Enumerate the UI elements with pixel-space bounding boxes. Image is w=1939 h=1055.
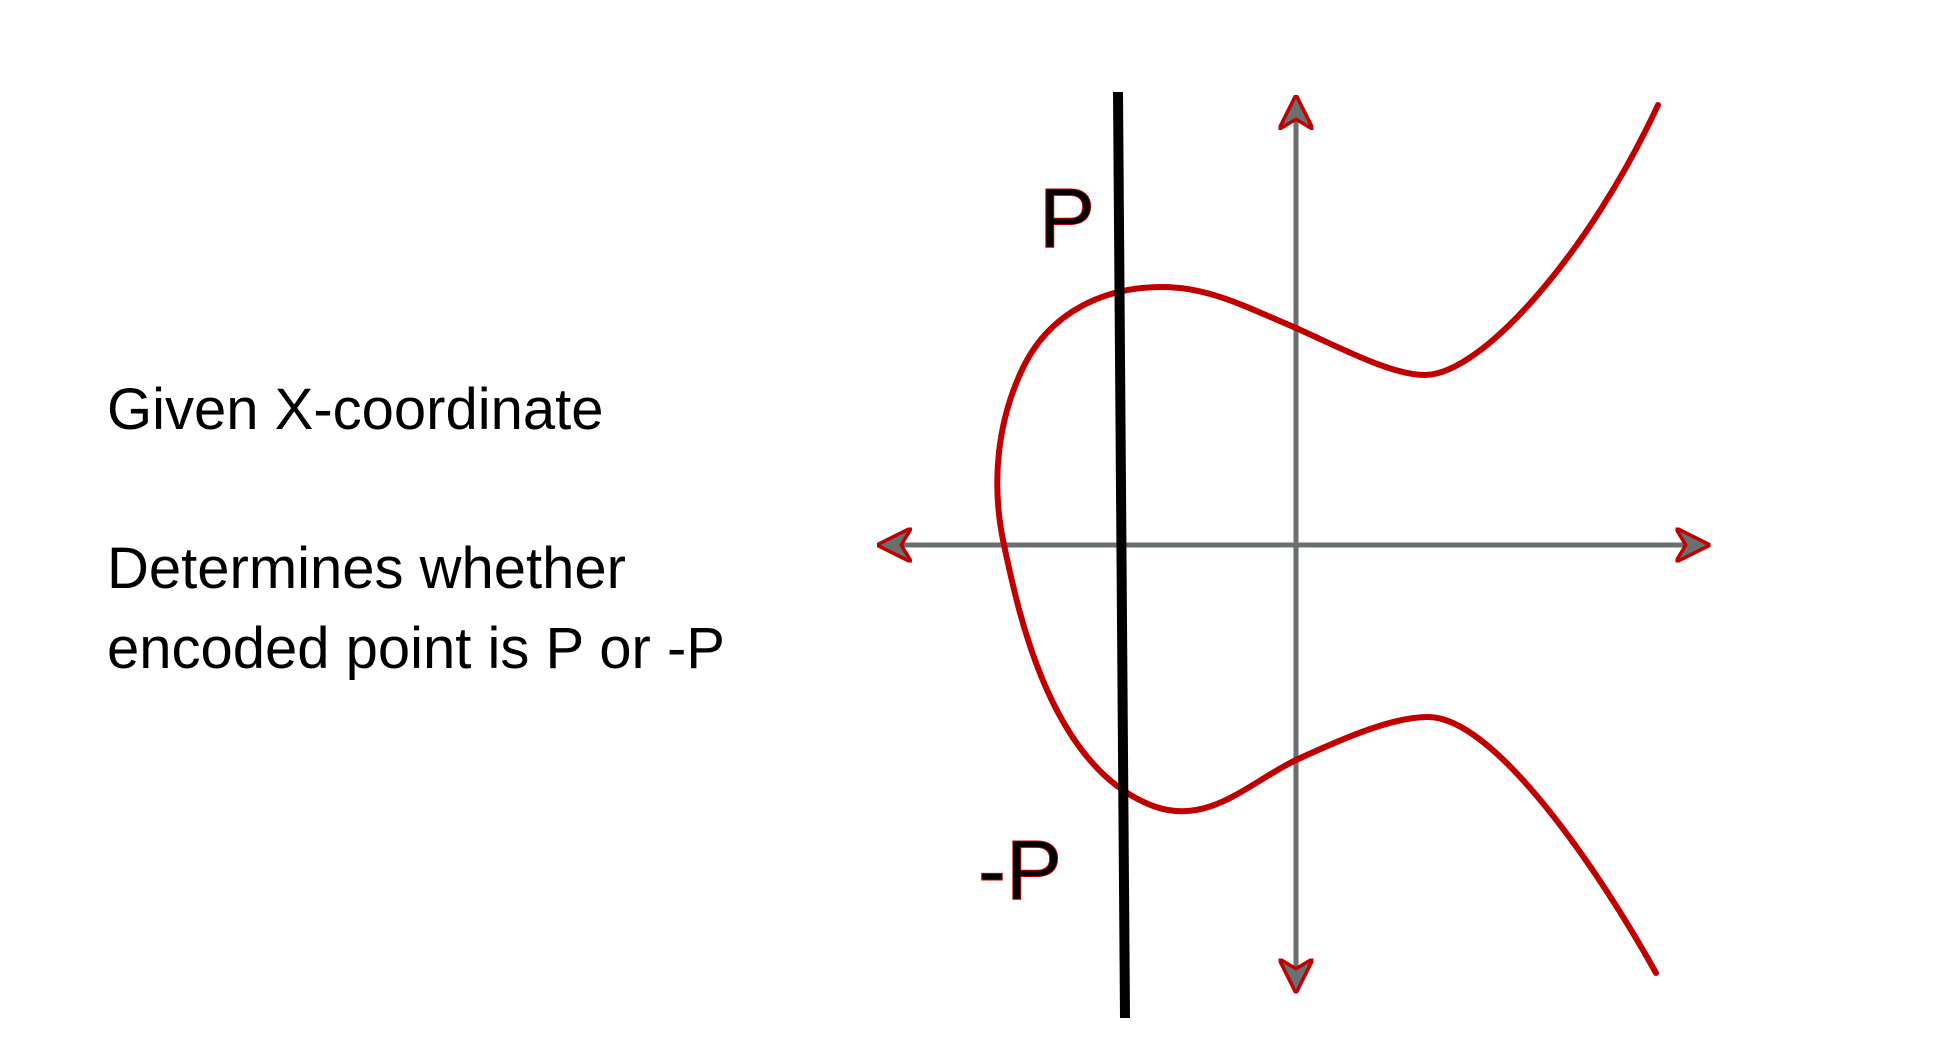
- vertical-x-line: [1113, 91, 1130, 1019]
- given-x-coordinate-text: Given X-coordinate: [107, 377, 604, 442]
- elliptic-curve-lower-branch: [1293, 714, 1659, 976]
- elliptic-curve-left-loop: [994, 284, 1299, 815]
- p-label: P: [1039, 171, 1095, 265]
- determines-whether-text: Determines whether: [107, 536, 626, 601]
- explanation-text: Given X-coordinate Determines whether en…: [107, 370, 867, 689]
- negative-p-label: -P: [978, 823, 1062, 917]
- elliptic-curve-upper-branch: [1293, 102, 1661, 378]
- encoded-point-text: encoded point is P or -P: [107, 616, 725, 681]
